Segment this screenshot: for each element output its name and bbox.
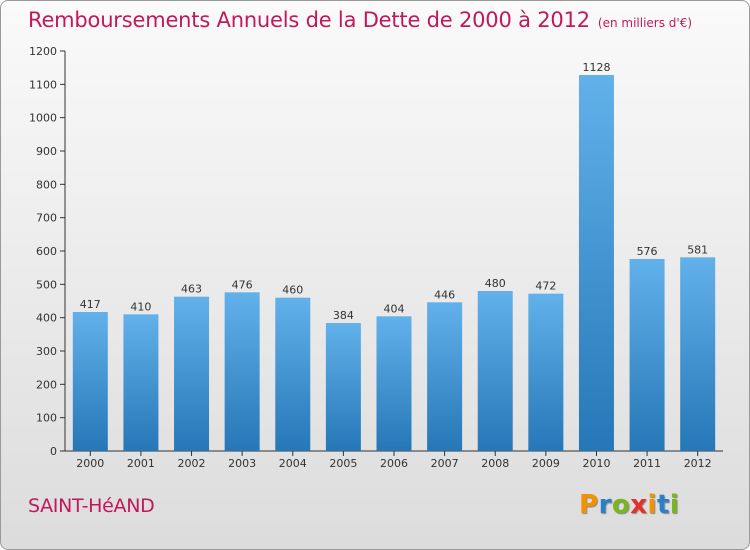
logo-letter: o (611, 490, 631, 520)
y-tick-label: 200 (36, 378, 57, 391)
x-tick-label: 2009 (532, 457, 560, 470)
y-tick-label: 1200 (29, 45, 57, 58)
y-tick-label: 100 (36, 412, 57, 425)
bar-2010 (578, 75, 614, 451)
data-label: 463 (181, 283, 202, 296)
bars (72, 75, 716, 451)
bar-2002 (174, 296, 210, 451)
y-tick-label: 1000 (29, 112, 57, 125)
bar-2004 (275, 297, 311, 451)
bar-2003 (224, 292, 260, 451)
data-label: 581 (687, 243, 708, 256)
logo-letter: i (647, 490, 657, 520)
chart-title: Remboursements Annuels de la Dette de 20… (28, 8, 692, 32)
y-tick-label: 800 (36, 178, 57, 191)
axes: 0 100 200 300 400 500 600 700 800 900 1000 1100 1200 (29, 45, 723, 458)
bar-2000 (72, 312, 108, 451)
chart-title-main: Remboursements Annuels de la Dette de 20… (28, 8, 590, 32)
bar-2008 (477, 291, 513, 451)
y-tick-label: 400 (36, 312, 57, 325)
data-label: 472 (535, 280, 556, 293)
x-tick-label: 2005 (329, 457, 357, 470)
commune-name: SAINT-HéAND (28, 495, 155, 517)
bar-2005 (325, 323, 361, 451)
y-tick-label: 900 (36, 145, 57, 158)
x-tick-label: 2006 (380, 457, 408, 470)
data-label: 384 (333, 309, 354, 322)
data-label: 446 (434, 288, 455, 301)
proxiti-logo: Proxiti (579, 490, 679, 520)
bar-2011 (629, 259, 665, 451)
logo-letter: r (598, 490, 612, 520)
logo-letter: i (669, 490, 680, 520)
logo-letter: t (656, 490, 670, 520)
data-label: 576 (637, 245, 658, 258)
data-label: 410 (130, 300, 151, 313)
data-label: 1128 (582, 61, 610, 74)
bar-2006 (376, 316, 412, 451)
chart-subtitle: (en milliers d'€) (597, 16, 693, 30)
data-label: 417 (80, 298, 101, 311)
x-tick-label: 2000 (76, 457, 104, 470)
bar-2009 (528, 293, 564, 451)
data-label: 476 (232, 278, 253, 291)
y-tick-label: 0 (50, 445, 57, 458)
x-tick-label: 2010 (582, 457, 610, 470)
logo-letter: x (630, 490, 648, 520)
logo-letter: P (579, 490, 599, 520)
labels: 2000 417 2001 410 2002 463 2003 476 2004 460 2005 3… (76, 61, 711, 470)
x-tick-label: 2011 (633, 457, 661, 470)
y-tick-label: 600 (36, 245, 57, 258)
y-tick-label: 500 (36, 278, 57, 291)
data-label: 480 (485, 277, 506, 290)
x-tick-label: 2007 (431, 457, 459, 470)
data-label: 404 (384, 302, 405, 315)
bar-2001 (123, 314, 159, 451)
bar-2012 (680, 257, 716, 451)
x-tick-label: 2003 (228, 457, 256, 470)
y-tick-label: 700 (36, 212, 57, 225)
y-tick-label: 1100 (29, 78, 57, 91)
x-tick-label: 2012 (684, 457, 712, 470)
x-tick-label: 2004 (279, 457, 307, 470)
x-tick-label: 2001 (127, 457, 155, 470)
bar-2007 (427, 302, 463, 451)
x-tick-label: 2002 (178, 457, 206, 470)
x-tick-label: 2008 (481, 457, 509, 470)
y-tick-label: 300 (36, 345, 57, 358)
data-label: 460 (282, 284, 303, 297)
